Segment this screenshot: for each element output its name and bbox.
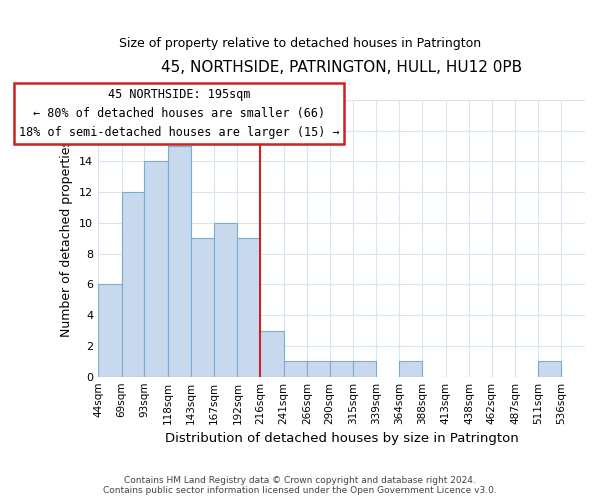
Bar [353, 362, 376, 376]
Bar [260, 330, 284, 376]
Bar [400, 362, 422, 376]
Bar [330, 362, 353, 376]
Bar [284, 362, 307, 376]
Title: 45, NORTHSIDE, PATRINGTON, HULL, HU12 0PB: 45, NORTHSIDE, PATRINGTON, HULL, HU12 0P… [161, 60, 522, 75]
Y-axis label: Number of detached properties: Number of detached properties [61, 140, 73, 336]
Bar [191, 238, 214, 376]
Bar [98, 284, 122, 376]
Bar [214, 223, 238, 376]
Text: Contains HM Land Registry data © Crown copyright and database right 2024.
Contai: Contains HM Land Registry data © Crown c… [103, 476, 497, 495]
Bar [538, 362, 562, 376]
Text: Size of property relative to detached houses in Patrington: Size of property relative to detached ho… [119, 38, 481, 51]
Bar [307, 362, 330, 376]
X-axis label: Distribution of detached houses by size in Patrington: Distribution of detached houses by size … [164, 432, 518, 445]
Bar [167, 146, 191, 376]
Bar [238, 238, 260, 376]
Text: 45 NORTHSIDE: 195sqm
← 80% of detached houses are smaller (66)
18% of semi-detac: 45 NORTHSIDE: 195sqm ← 80% of detached h… [19, 88, 339, 139]
Bar [144, 162, 167, 376]
Bar [122, 192, 144, 376]
